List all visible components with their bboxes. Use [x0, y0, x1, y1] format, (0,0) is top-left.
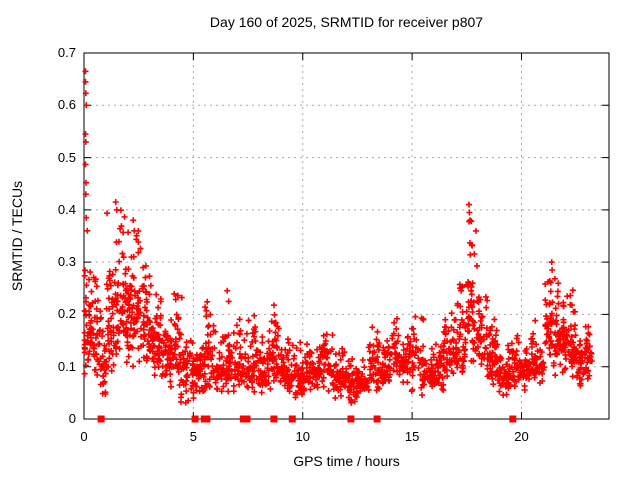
y-tick-label: 0.1: [57, 358, 76, 374]
x-tick-label: 10: [295, 429, 310, 444]
y-tick-label: 0: [68, 411, 76, 426]
y-tick-label: 0.3: [57, 254, 76, 270]
y-tick-label: 0.7: [57, 45, 76, 60]
y-tick-label: 0.6: [57, 97, 76, 113]
x-tick-label: 0: [80, 429, 88, 444]
data-points: [81, 68, 595, 406]
plot-border: [83, 52, 610, 420]
chart-title: Day 160 of 2025, SRMTID for receiver p80…: [209, 14, 484, 30]
x-tick-label: 5: [189, 429, 197, 444]
y-tick-label: 0.2: [57, 306, 76, 322]
x-tick-label: 15: [404, 429, 420, 444]
y-tick-label: 0.5: [57, 149, 76, 165]
zero-value-markers: [97, 415, 517, 423]
x-axis-label: GPS time / hours: [293, 453, 400, 469]
y-tick-label: 0.4: [57, 201, 76, 217]
x-tick-label: 20: [514, 429, 529, 444]
